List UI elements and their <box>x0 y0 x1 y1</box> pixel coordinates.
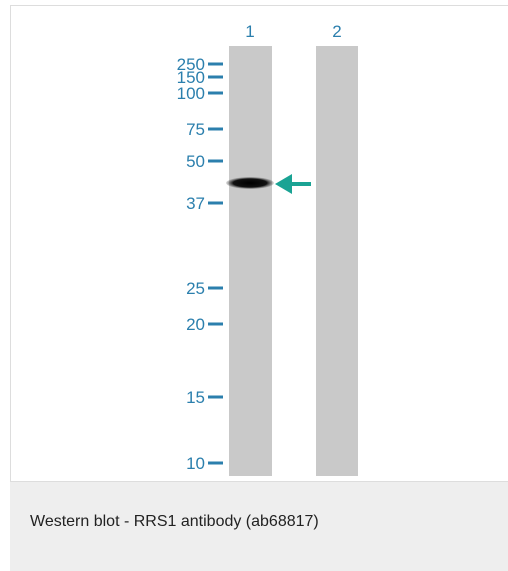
band <box>226 177 274 189</box>
marker-tick <box>208 76 223 79</box>
marker-label: 100 <box>177 84 205 103</box>
lane-label: 2 <box>332 22 341 41</box>
marker-label: 25 <box>186 279 205 298</box>
marker-label: 20 <box>186 315 205 334</box>
marker-tick <box>208 462 223 465</box>
marker-tick <box>208 92 223 95</box>
marker-label: 37 <box>186 194 205 213</box>
lane-1 <box>229 46 272 476</box>
marker-label: 10 <box>186 454 205 473</box>
lane-label: 1 <box>245 22 254 41</box>
marker-label: 75 <box>186 120 205 139</box>
marker-tick <box>208 287 223 290</box>
marker-tick <box>208 160 223 163</box>
marker-tick <box>208 202 223 205</box>
arrow <box>275 174 311 194</box>
marker-tick <box>208 128 223 131</box>
marker-label: 15 <box>186 388 205 407</box>
marker-label: 50 <box>186 152 205 171</box>
caption: Western blot - RRS1 antibody (ab68817) <box>30 513 319 531</box>
page: 1225015010075503725201510 Western blot -… <box>0 0 508 571</box>
lane-2 <box>316 46 358 476</box>
marker-tick <box>208 323 223 326</box>
marker-tick <box>208 396 223 399</box>
marker-tick <box>208 63 223 66</box>
caption-box: Western blot - RRS1 antibody (ab68817) <box>10 482 508 571</box>
